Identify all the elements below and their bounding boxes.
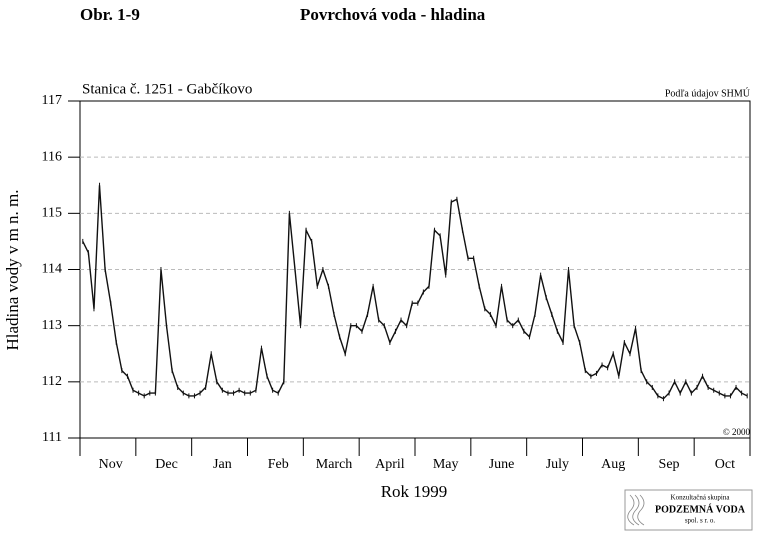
y-tick-label: 114: [42, 262, 62, 277]
source-note: Podľa údajov SHMÚ: [665, 87, 751, 99]
copyright: © 2000: [723, 427, 751, 437]
y-tick-label: 116: [42, 149, 62, 164]
x-tick-label: July: [546, 457, 569, 472]
y-tick-label: 115: [42, 206, 62, 221]
y-tick-label: 112: [42, 374, 62, 389]
x-tick-label: Aug: [601, 457, 625, 472]
y-tick-label: 113: [42, 318, 62, 333]
x-tick-label: May: [433, 457, 459, 472]
x-tick-label: Oct: [715, 457, 735, 472]
logo-text: PODZEMNÁ VODA: [655, 503, 746, 515]
x-tick-label: Jan: [213, 457, 232, 472]
x-tick-label: Feb: [268, 457, 289, 472]
x-tick-label: Sep: [659, 457, 680, 472]
y-axis-title: Hladina vody v m n. m.: [3, 189, 22, 350]
x-tick-label: Nov: [99, 457, 123, 472]
x-tick-label: April: [375, 457, 405, 472]
x-axis-title: Rok 1999: [381, 482, 448, 501]
figure-label: Obr. 1-9: [80, 5, 140, 24]
chart-title: Povrchová voda - hladina: [300, 5, 486, 24]
x-tick-label: March: [316, 457, 353, 472]
logo-text: Konzultačná skupina: [671, 494, 731, 502]
logo-icon: [627, 494, 645, 526]
x-tick-label: June: [489, 457, 515, 472]
logo-text: spol. s r. o.: [685, 517, 716, 525]
x-tick-label: Dec: [155, 457, 178, 472]
y-tick-label: 111: [42, 430, 62, 445]
data-line: [82, 185, 748, 400]
y-tick-label: 117: [42, 93, 62, 108]
logo-box: [624, 489, 753, 531]
subtitle: Stanica č. 1251 - Gabčíkovo: [82, 81, 252, 97]
